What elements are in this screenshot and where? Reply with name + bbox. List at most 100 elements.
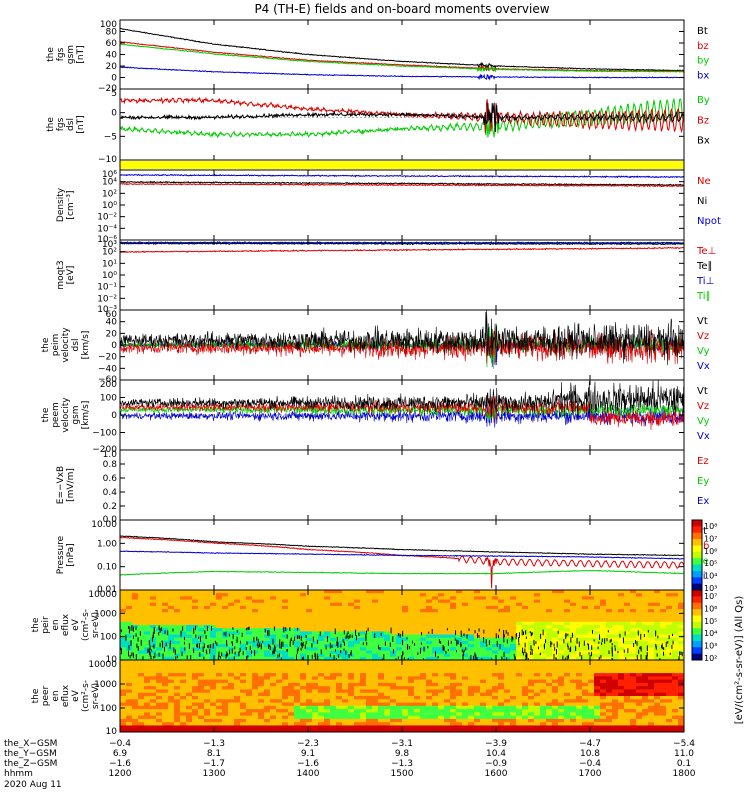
spectrogram-speck <box>673 641 674 645</box>
y-tick-label: −40 <box>98 364 117 374</box>
spectrogram-speck <box>242 633 243 637</box>
y-tick-label: 80 <box>106 28 118 38</box>
spectrogram-speck <box>409 646 410 649</box>
ylabel-line: the <box>41 337 51 352</box>
spectrogram-speck <box>545 639 546 643</box>
spectrogram-speck <box>257 643 258 646</box>
spectrogram-speck <box>612 651 613 657</box>
spectrogram-speck <box>320 631 321 636</box>
spectrogram-speck <box>211 626 212 631</box>
spectrogram-speck <box>594 639 595 641</box>
legend-vy: Vy <box>697 346 710 357</box>
spectrogram-speck <box>301 648 302 651</box>
y-tick-label: 0 <box>111 411 117 421</box>
spectrogram-speck <box>317 640 318 644</box>
y-tick-label: 10⁰ <box>102 271 117 281</box>
spectrogram-speck <box>287 634 288 638</box>
spectrogram-speck <box>282 641 283 646</box>
spectrogram-speck <box>277 655 278 658</box>
spectrogram-speck <box>662 643 663 649</box>
spectrogram-speck <box>532 649 533 655</box>
spectrogram-speck <box>301 636 302 641</box>
spectrogram-speck <box>184 637 185 640</box>
panel-content <box>120 660 685 733</box>
spectrogram-speck <box>269 645 270 647</box>
spectrogram-speck <box>455 630 456 634</box>
spectrogram-speck <box>182 626 183 630</box>
spectrogram-speck <box>638 650 639 654</box>
spectrogram-speck <box>477 633 478 638</box>
spectrogram-speck <box>589 652 590 654</box>
spectrogram-speck <box>393 649 394 654</box>
spectrogram-speck <box>274 626 275 631</box>
spectrogram-speck <box>465 647 466 650</box>
spectrogram-speck <box>443 645 444 650</box>
spectrogram-speck <box>251 650 252 654</box>
spectrogram-speck <box>479 628 480 631</box>
series-by <box>120 44 684 72</box>
spectrogram-speck <box>160 628 161 633</box>
spectrogram-speck <box>200 636 201 642</box>
spectrogram-speck <box>290 640 291 642</box>
y-tick-label: 0 <box>111 74 117 84</box>
legend-ti∥: Ti∥ <box>696 291 711 302</box>
panel-content <box>120 380 684 430</box>
spectrogram-speck <box>366 631 367 635</box>
ylabel-line: [km/s] <box>81 331 91 360</box>
spectrogram-speck <box>272 651 273 655</box>
spectrogram-speck <box>256 637 257 641</box>
spectrogram-speck <box>567 643 568 647</box>
y-tick-label: −100 <box>92 429 117 439</box>
spectrogram-speck <box>229 634 230 637</box>
panel-content <box>120 590 685 665</box>
spectrogram-speck <box>503 639 504 642</box>
spectrogram-speck <box>184 642 185 645</box>
spectrogram-speck <box>599 634 600 640</box>
y-tick-label: 10⁴ <box>102 178 117 188</box>
spectrogram-speck <box>518 643 519 645</box>
spectrogram-speck <box>663 647 664 650</box>
spectrogram-speck <box>402 631 403 637</box>
spectrogram-speck <box>474 653 475 657</box>
spectrogram-speck <box>606 638 607 641</box>
y-tick-label: 20 <box>106 329 118 339</box>
spectrogram-speck <box>365 636 366 642</box>
spectrogram-speck <box>522 630 523 636</box>
spectrogram-speck <box>326 645 327 649</box>
spectrogram-speck <box>414 643 415 646</box>
ylabel-line: fgs <box>56 117 66 131</box>
legend-by: by <box>697 56 709 67</box>
spectrogram-speck <box>184 647 185 650</box>
spectrogram-speck <box>444 646 445 651</box>
spectrogram-speck <box>679 651 680 655</box>
spectrogram-speck <box>348 636 349 640</box>
spectrogram-speck <box>627 648 628 653</box>
spectrogram-speck <box>464 650 465 653</box>
spectrogram-speck <box>496 633 497 638</box>
ylabel-line: the <box>41 407 51 422</box>
spectrogram-speck <box>655 631 656 637</box>
spectrogram-speck <box>666 642 667 647</box>
y-tick-label: 10.00 <box>91 520 117 530</box>
spectrogram-speck <box>363 642 364 645</box>
spectrogram-speck <box>149 640 150 645</box>
spectrogram-speck <box>438 656 439 658</box>
spectrogram-speck <box>154 653 155 658</box>
spectrogram-speck <box>149 651 150 655</box>
spectrogram-speck <box>456 640 457 646</box>
spectrogram-speck <box>240 641 241 644</box>
spectrogram-speck <box>161 627 162 631</box>
legend-ni: Ni <box>697 196 707 207</box>
spectrogram-speck <box>249 627 250 630</box>
spectrogram-speck <box>624 650 625 653</box>
spectrogram-speck <box>182 652 183 656</box>
spectrogram-speck <box>321 649 322 654</box>
ylabel-line: velocity <box>61 327 71 363</box>
spectrogram-speck <box>501 657 502 660</box>
spectrogram-speck <box>173 648 174 653</box>
spectrogram-speck <box>204 643 205 648</box>
